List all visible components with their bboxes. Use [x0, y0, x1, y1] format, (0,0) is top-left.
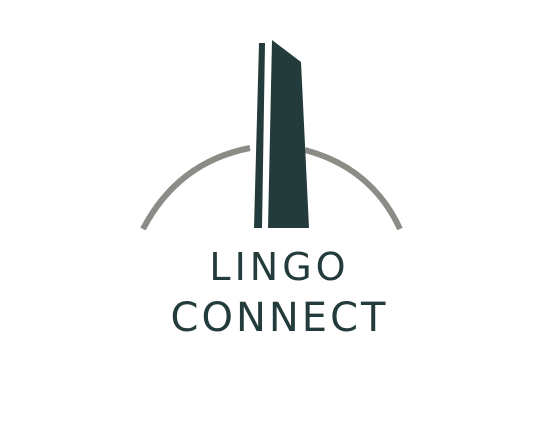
tower-sliver [254, 43, 265, 228]
arc-right [304, 147, 403, 231]
logo-title-line2: CONNECT [170, 295, 389, 341]
arc-left [140, 145, 251, 231]
logo-title-line1: LINGO [209, 245, 350, 289]
tower-body [268, 40, 309, 228]
